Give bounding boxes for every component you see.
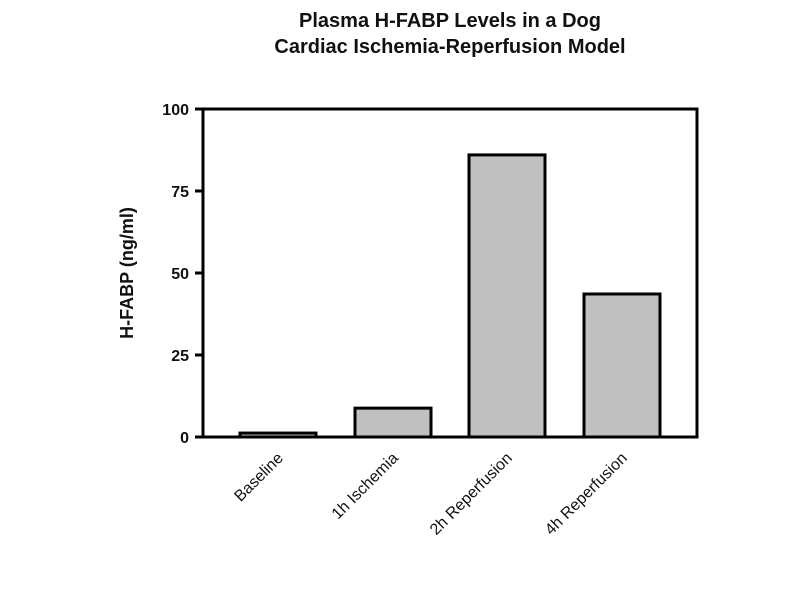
bar-4 (582, 292, 662, 439)
bar-2 (353, 406, 433, 439)
chart-title-line-2: Cardiac Ischemia-Reperfusion Model (274, 36, 626, 58)
x-tick-label: 1h Ischemia (329, 450, 402, 523)
y-tick-label: 0 (180, 430, 189, 447)
chart-title-line-1: Plasma H-FABP Levels in a Dog (299, 10, 601, 32)
x-tick-label: Baseline (231, 450, 286, 505)
y-tick-label: 25 (171, 348, 189, 365)
x-tick-label: 2h Reperfusion (427, 450, 516, 539)
x-tick-label: 4h Reperfusion (542, 450, 631, 539)
y-tick-label: 100 (162, 102, 189, 119)
chart-title: Plasma H-FABP Levels in a Dog Cardiac Is… (150, 8, 750, 60)
y-tick-label: 50 (171, 266, 189, 283)
y-tick-label: 75 (171, 184, 189, 201)
bar-3 (467, 153, 547, 439)
y-axis-title: H-FABP (ng/ml) (117, 207, 137, 339)
